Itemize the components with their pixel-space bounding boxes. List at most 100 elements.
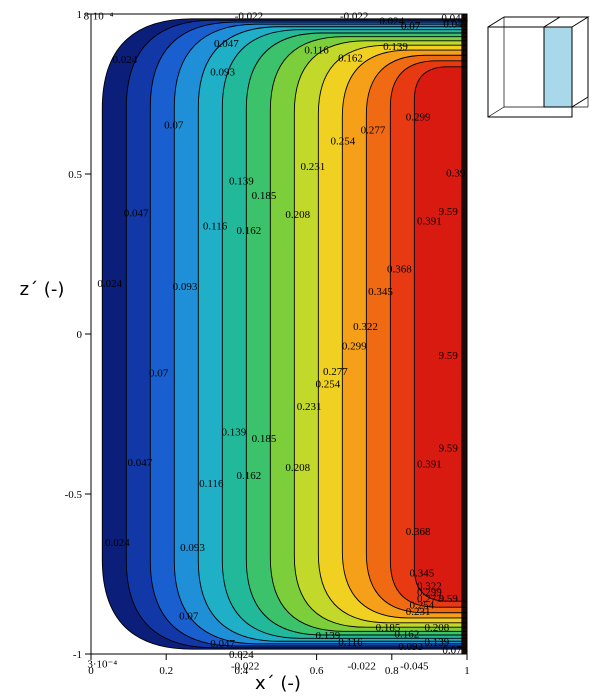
- x-tick-label: 0: [88, 665, 94, 677]
- contour-value-label: 9.59: [439, 206, 459, 218]
- x-tick-label: 0.2: [159, 665, 173, 677]
- contour-value-label: 0.162: [338, 52, 363, 64]
- contour-value-label: 0.116: [199, 478, 224, 490]
- contour-value-label: 0.208: [425, 622, 450, 634]
- contour-value-label: 0.139: [222, 427, 247, 439]
- contour-value-label: 0.299: [417, 587, 442, 599]
- contour-value-label: 0.047: [210, 638, 235, 650]
- contour-value-label: 0.07: [401, 20, 421, 32]
- contour-value-label: 0.162: [237, 225, 262, 237]
- contour-value-label: 0.07: [164, 120, 184, 132]
- x-axis: 0 0.2 0.4 0.6 0.8 1: [88, 654, 470, 677]
- y-axis-label: z´ (-): [20, 279, 65, 300]
- contour-line: [341, 49, 467, 619]
- contour-value-label: 0.093: [180, 542, 205, 554]
- contour-value-label: 0.39: [446, 168, 466, 180]
- contour-line: [197, 26, 467, 642]
- contour-value-label: -0.022: [235, 11, 263, 23]
- y-tick-label: -0.5: [65, 489, 83, 501]
- contour-value-label: -0.022: [231, 660, 259, 672]
- contour-value-label: 8·10⁻⁴: [84, 11, 114, 23]
- contour-line: [317, 44, 467, 624]
- contour-value-label: 0.277: [417, 593, 442, 605]
- contour-value-label: 0.185: [376, 622, 401, 634]
- contour-value-label: 0.093: [173, 281, 198, 293]
- contour-line: [365, 54, 467, 614]
- contour-value-label: 9.59: [439, 350, 459, 362]
- contour-value-label: -0.045: [438, 12, 467, 24]
- contour-value-label: 0.299: [406, 112, 431, 124]
- contour-value-label: 0.116: [203, 220, 228, 232]
- contour-value-label: 0.391: [417, 459, 442, 471]
- contour-value-label: 0.07: [442, 644, 462, 656]
- contour-line: [149, 21, 467, 647]
- contour-band: [414, 66, 467, 602]
- contour-value-label: 0.368: [406, 526, 431, 538]
- x-tick-label: 1: [464, 665, 470, 677]
- contour-value-label: 0.391: [417, 216, 442, 228]
- y-tick-label: 0.5: [68, 169, 82, 181]
- y-axis: 1 0.5 0 -0.5 -1: [65, 9, 91, 661]
- contour-value-label: -0.022: [348, 660, 376, 672]
- contour-value-label: 0.139: [425, 636, 450, 648]
- contour-value-label: 0.116: [338, 636, 363, 648]
- contour-value-label: 0.231: [300, 161, 325, 173]
- contour-line: [173, 23, 467, 645]
- contour-value-label: 9.59: [439, 593, 459, 605]
- contour-value-label: 0.093: [210, 67, 235, 79]
- contour-value-label: 0.047: [124, 208, 149, 220]
- contour-value-label: 0.024: [379, 16, 404, 28]
- inset-cube-icon: [487, 16, 590, 118]
- contour-value-label: 0.322: [417, 580, 442, 592]
- contour-value-label: 0.139: [383, 41, 408, 53]
- contour-value-label: 9.59: [439, 443, 459, 455]
- contour-value-label: 0.231: [406, 606, 431, 618]
- contour-line: [221, 29, 467, 639]
- x-tick-label: 0.4: [235, 665, 249, 677]
- contour-value-label: -0.045: [400, 660, 429, 672]
- contour-lines: [101, 18, 467, 650]
- contour-value-label: 0.093: [398, 641, 423, 653]
- contour-value-label: 0.345: [368, 286, 393, 298]
- contour-line: [125, 19, 467, 649]
- contour-value-label: 0.024: [112, 54, 137, 66]
- y-tick-label: 0: [77, 329, 83, 341]
- contour-value-label: 0.162: [237, 470, 262, 482]
- contour-bands: [102, 14, 467, 654]
- contour-value-label: 0.024: [105, 537, 130, 549]
- contour-value-label: 0.047: [443, 19, 468, 31]
- contour-value-label: 0.047: [214, 38, 239, 50]
- contour-value-label: 0.277: [361, 124, 386, 136]
- contour-value-label: 0.299: [342, 340, 367, 352]
- contour-value-label: 0.024: [97, 278, 122, 290]
- contour-value-label: 0.139: [316, 630, 341, 642]
- contour-value-label: 0.277: [323, 366, 348, 378]
- contour-value-label: 0.254: [410, 600, 435, 612]
- contour-value-label: 0.07: [149, 368, 169, 380]
- x-axis-label: x´ (-): [255, 673, 301, 694]
- contour-value-label: 0.185: [252, 433, 277, 445]
- contour-value-label: 0.116: [304, 44, 329, 56]
- inset-slice-plane: [543, 26, 573, 108]
- y-tick-label: 1: [77, 9, 83, 21]
- contour-value-label: -0.022: [340, 11, 368, 23]
- contour-value-label: 0.368: [387, 264, 412, 276]
- y-tick-label: -1: [73, 649, 82, 661]
- contour-line: [269, 36, 467, 632]
- contour-value-label: 0.322: [353, 321, 378, 333]
- x-tick-label: 0.8: [385, 665, 399, 677]
- wall-strip: [461, 14, 467, 654]
- contour-line: [389, 60, 467, 608]
- contour-value-label: 0.231: [297, 401, 322, 413]
- contour-value-label: 0.139: [229, 176, 254, 188]
- contour-value-label: 0.345: [410, 568, 435, 580]
- x-tick-label: 0.6: [310, 665, 324, 677]
- contour-value-label: 0.254: [331, 136, 356, 148]
- contour-value-label: 0.047: [128, 457, 153, 469]
- contour-value-label: 0.162: [394, 628, 419, 640]
- contour-line: [101, 18, 467, 650]
- contour-line: [293, 40, 467, 628]
- contour-line: [245, 32, 467, 636]
- contour-value-label: 3·10⁻⁴: [87, 659, 117, 671]
